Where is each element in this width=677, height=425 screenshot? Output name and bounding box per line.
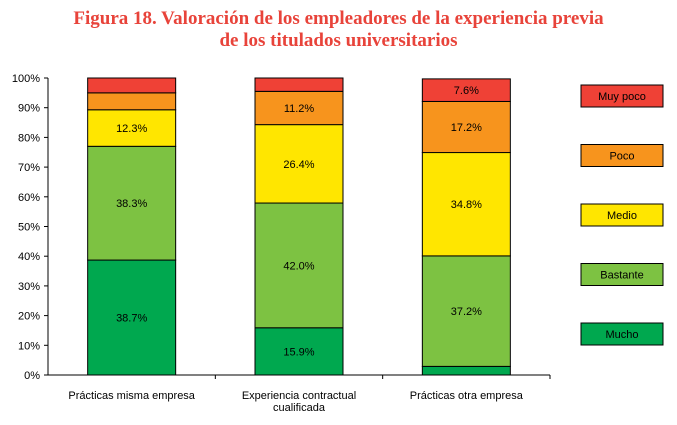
bar-segment: [421, 78, 511, 102]
data-label: 42.0%: [283, 260, 314, 272]
legend-label: Poco: [609, 151, 634, 163]
data-label: 38.7%: [116, 313, 147, 325]
y-tick-label: 100%: [12, 73, 40, 85]
category-label: Prácticas otra empresa: [410, 390, 524, 402]
bar-segment: [421, 152, 511, 257]
y-tick-label: 30%: [18, 281, 40, 293]
legend-swatch: [580, 84, 664, 108]
bar-segment: [254, 124, 344, 204]
y-tick-label: 90%: [18, 103, 40, 115]
bar-segment: [87, 77, 177, 94]
data-label: 7.6%: [454, 85, 479, 97]
bar-segment: [87, 259, 177, 376]
data-label: 37.2%: [451, 306, 482, 318]
data-label: 12.3%: [116, 123, 147, 135]
y-tick-label: 10%: [18, 340, 40, 352]
category-label: Experiencia contractual: [242, 390, 356, 402]
bar-segment: [254, 202, 344, 329]
data-label: 11.2%: [284, 103, 315, 115]
bar-segment: [254, 90, 344, 126]
data-label: 34.8%: [451, 199, 482, 211]
chart-title: Figura 18. Valoración de los empleadores…: [0, 8, 677, 52]
data-label: 17.2%: [451, 122, 482, 134]
legend-label: Muy poco: [598, 91, 646, 103]
legend-swatch: [580, 263, 664, 286]
category-label: Prácticas misma empresa: [68, 390, 195, 402]
y-tick-label: 60%: [18, 192, 40, 204]
bar-segment: [254, 77, 344, 92]
y-tick-label: 20%: [18, 311, 40, 323]
bar-segment: [254, 327, 344, 376]
chart-title-line-2: de los titulados universitarios: [219, 30, 458, 51]
y-tick-label: 40%: [18, 251, 40, 263]
legend-label: Bastante: [600, 270, 643, 282]
legend-swatch: [580, 322, 664, 346]
legend-label: Mucho: [605, 329, 638, 341]
data-label: 26.4%: [283, 159, 314, 171]
bar-segment: [421, 255, 511, 367]
y-tick-label: 50%: [18, 222, 40, 234]
chart-title-line-1: Figura 18. Valoración de los empleadores…: [73, 8, 604, 29]
data-label: 15.9%: [283, 346, 314, 358]
bar-segment: [421, 365, 511, 376]
y-tick-label: 0%: [24, 370, 40, 382]
data-label: 38.3%: [116, 198, 147, 210]
bar-segment: [87, 92, 177, 111]
y-tick-label: 70%: [18, 162, 40, 174]
category-label: cualificada: [273, 402, 326, 414]
legend-label: Medio: [607, 210, 637, 222]
y-tick-label: 80%: [18, 132, 40, 144]
legend-swatch: [580, 203, 664, 227]
legend-swatch: [580, 144, 664, 167]
